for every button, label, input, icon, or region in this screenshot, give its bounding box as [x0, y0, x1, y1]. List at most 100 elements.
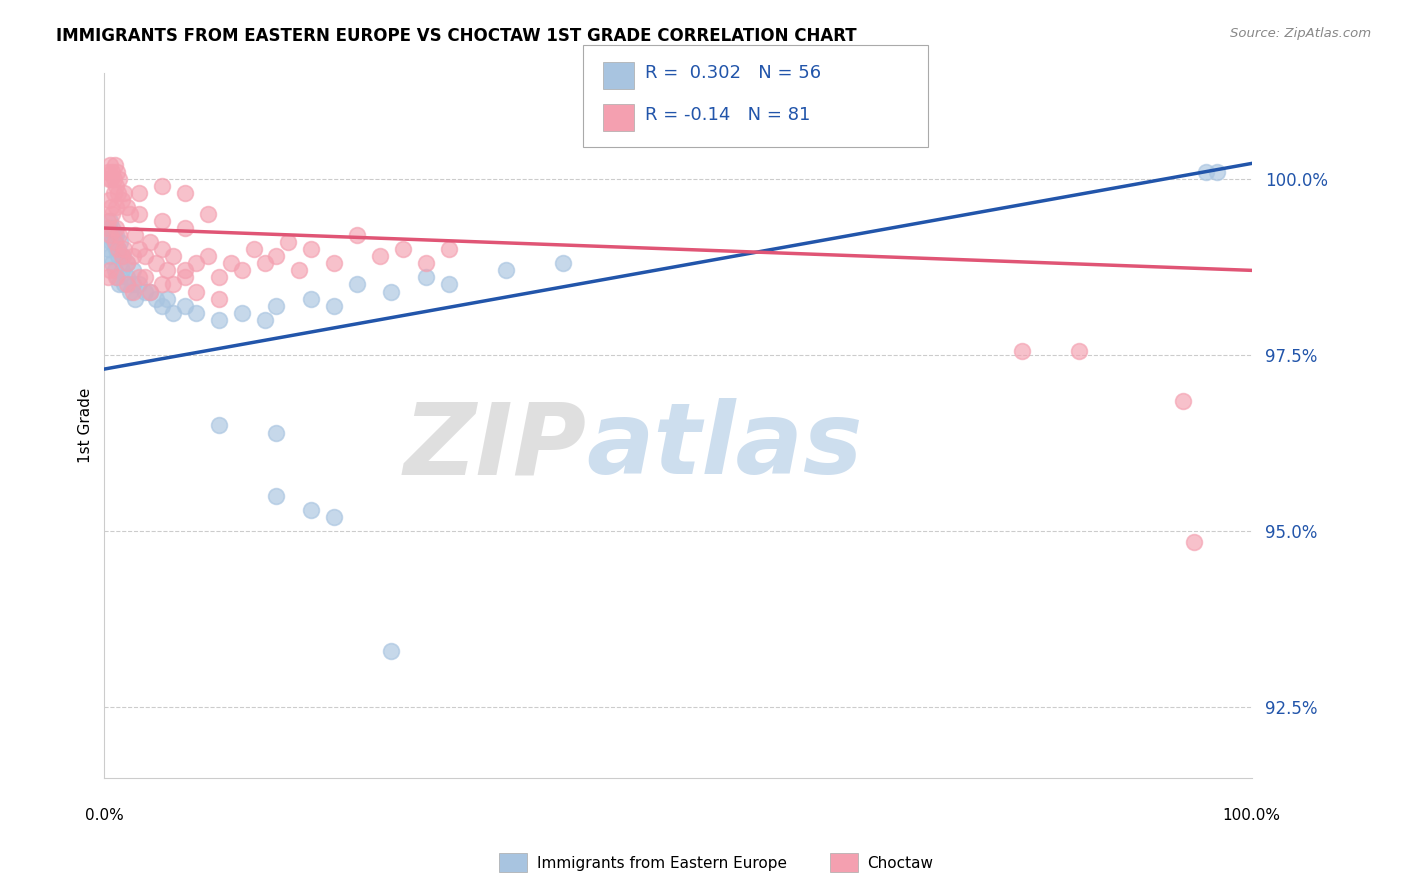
Point: [112, 277, 135, 292]
Point: [156, 292, 179, 306]
Point: [208, 292, 231, 306]
Point: [104, 158, 127, 172]
Point: [104, 200, 127, 214]
Point: [104, 242, 127, 256]
Point: [322, 299, 344, 313]
Point: [98, 171, 121, 186]
Point: [117, 277, 139, 292]
Text: Source: ZipAtlas.com: Source: ZipAtlas.com: [1230, 27, 1371, 40]
Text: Immigrants from Eastern Europe: Immigrants from Eastern Europe: [537, 856, 787, 871]
Point: [103, 228, 125, 243]
Point: [98, 228, 121, 243]
Point: [104, 270, 127, 285]
Point: [105, 270, 128, 285]
Text: atlas: atlas: [586, 398, 863, 495]
Point: [97, 214, 120, 228]
Point: [128, 277, 150, 292]
Point: [173, 221, 195, 235]
Point: [173, 299, 195, 313]
Point: [105, 164, 128, 178]
Point: [288, 263, 311, 277]
Point: [145, 256, 167, 270]
Point: [150, 178, 173, 193]
Point: [145, 292, 167, 306]
Point: [368, 249, 391, 263]
Text: R =  0.302   N = 56: R = 0.302 N = 56: [645, 64, 821, 82]
Point: [100, 235, 122, 249]
Point: [1171, 393, 1194, 408]
Point: [110, 193, 132, 207]
Point: [104, 178, 127, 193]
Point: [173, 270, 195, 285]
Point: [299, 242, 322, 256]
Point: [437, 277, 460, 292]
Point: [122, 249, 145, 263]
Point: [124, 228, 146, 243]
Point: [128, 207, 150, 221]
Text: Choctaw: Choctaw: [868, 856, 934, 871]
Point: [101, 256, 124, 270]
Point: [100, 200, 122, 214]
Point: [156, 263, 179, 277]
Point: [104, 228, 127, 243]
Point: [253, 256, 276, 270]
Point: [380, 644, 402, 658]
Point: [117, 200, 139, 214]
Point: [380, 285, 402, 299]
Point: [242, 242, 264, 256]
Point: [139, 235, 162, 249]
Point: [104, 263, 127, 277]
Point: [110, 249, 132, 263]
Point: [98, 158, 121, 172]
Text: 100.0%: 100.0%: [1223, 808, 1281, 823]
Point: [1195, 164, 1218, 178]
Point: [101, 221, 124, 235]
Point: [391, 242, 413, 256]
Text: ZIP: ZIP: [404, 398, 586, 495]
Point: [415, 256, 437, 270]
Point: [103, 171, 125, 186]
Point: [231, 306, 253, 320]
Point: [117, 256, 139, 270]
Point: [107, 242, 129, 256]
Point: [108, 277, 131, 292]
Point: [128, 242, 150, 256]
Point: [100, 171, 122, 186]
Point: [173, 263, 195, 277]
Point: [322, 256, 344, 270]
Point: [162, 249, 184, 263]
Point: [107, 242, 129, 256]
Point: [219, 256, 242, 270]
Point: [1206, 164, 1229, 178]
Point: [100, 228, 122, 243]
Point: [98, 221, 121, 235]
Point: [150, 277, 173, 292]
Point: [150, 214, 173, 228]
Point: [104, 235, 127, 249]
Point: [108, 171, 131, 186]
Point: [111, 249, 134, 263]
Point: [197, 249, 219, 263]
Point: [1011, 344, 1033, 359]
Point: [98, 249, 121, 263]
Point: [299, 292, 322, 306]
Point: [208, 270, 231, 285]
Point: [134, 270, 156, 285]
Point: [495, 263, 517, 277]
Point: [150, 242, 173, 256]
Point: [266, 425, 288, 440]
Point: [96, 221, 118, 235]
Point: [139, 285, 162, 299]
Point: [112, 242, 135, 256]
Point: [124, 292, 146, 306]
Point: [415, 270, 437, 285]
Point: [117, 270, 139, 285]
Text: 0.0%: 0.0%: [84, 808, 124, 823]
Point: [346, 228, 368, 243]
Point: [553, 256, 575, 270]
Point: [266, 299, 288, 313]
Point: [346, 277, 368, 292]
Point: [437, 242, 460, 256]
Point: [101, 207, 124, 221]
Point: [98, 263, 121, 277]
